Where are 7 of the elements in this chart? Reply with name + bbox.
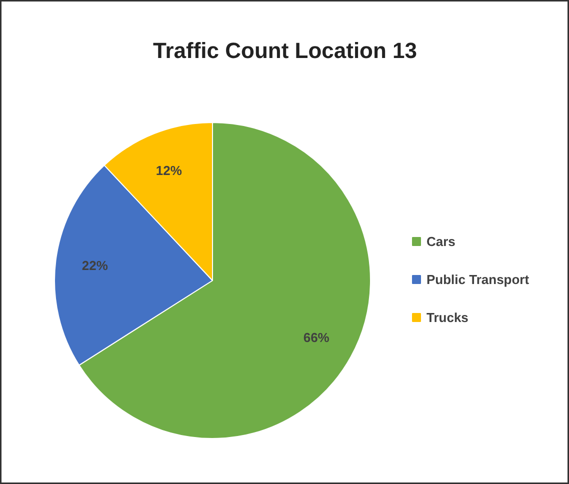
legend-label: Public Transport bbox=[426, 272, 530, 287]
data-label: 22% bbox=[82, 258, 108, 274]
chart-title: Traffic Count Location 13 bbox=[152, 38, 418, 63]
data-label: 12% bbox=[156, 162, 182, 178]
legend-label: Cars bbox=[426, 234, 456, 249]
data-label: 66% bbox=[303, 330, 330, 346]
legend-label: Trucks bbox=[426, 310, 468, 325]
